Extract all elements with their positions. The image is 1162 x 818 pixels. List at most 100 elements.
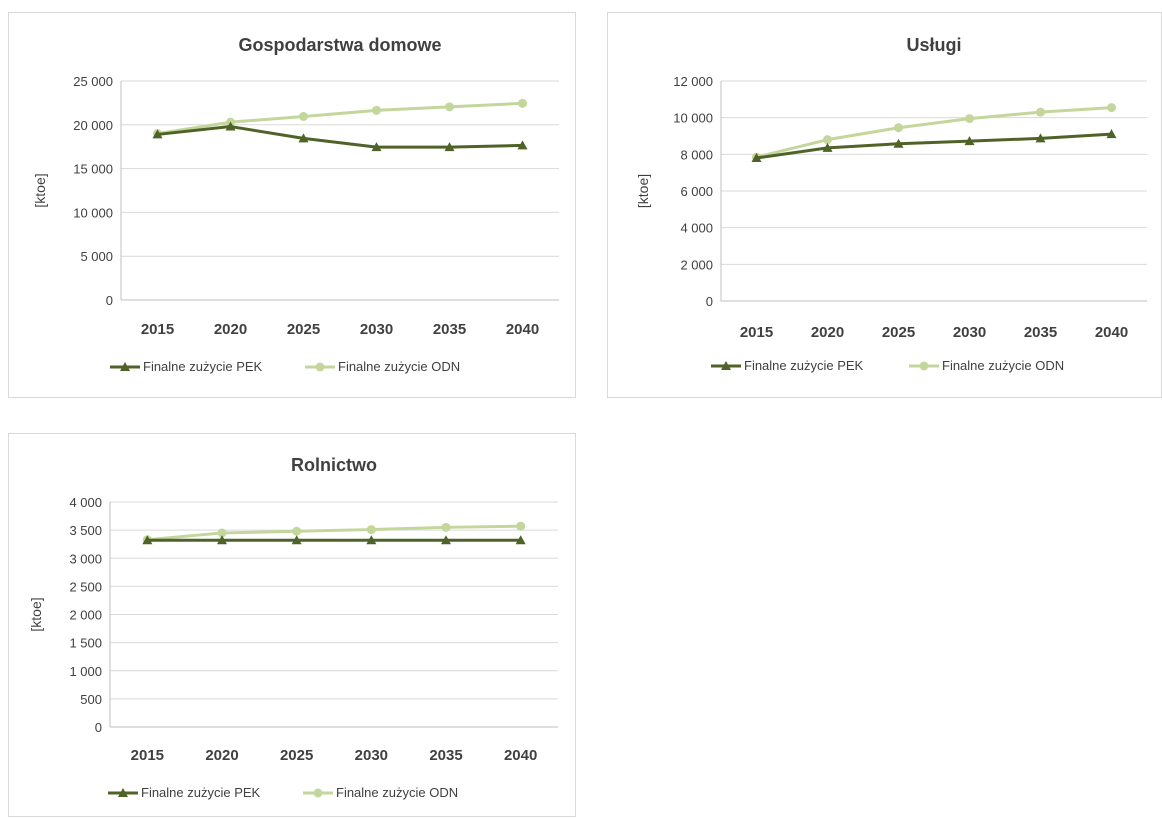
legend-item-finalne-zuzycie-odn: Finalne zużycie ODN bbox=[909, 358, 1064, 373]
y-tick-label: 500 bbox=[80, 692, 102, 707]
y-tick-label: 2 500 bbox=[69, 579, 102, 594]
x-tick-label: 2020 bbox=[811, 324, 844, 341]
data-point-marker bbox=[225, 121, 236, 131]
line-chart-gospodarstwa-domowe: Gospodarstwa domowe 0 5 000 10 000 15 000 20 … bbox=[32, 35, 559, 374]
line-chart-rolnictwo: Rolnictwo 0 500 1 000 1 500 2 000 2 500 3 000 3 … bbox=[28, 455, 558, 800]
data-point-marker bbox=[372, 105, 381, 115]
y-tick-label: 12 000 bbox=[673, 74, 713, 89]
series-line bbox=[157, 101, 523, 136]
data-point-marker bbox=[751, 153, 762, 162]
y-tick-label: 20 000 bbox=[73, 118, 113, 133]
chart-title: Rolnictwo bbox=[291, 455, 377, 475]
y-tick-label: 1 000 bbox=[69, 664, 102, 679]
data-point-marker bbox=[142, 535, 153, 545]
data-point-marker bbox=[292, 526, 302, 536]
line-chart-uslugi: Usługi 0 2 000 4 000 6 000 8 000 10 000 12 000 2… bbox=[635, 35, 1147, 373]
series-finalne-zuzycie-odn bbox=[142, 521, 526, 545]
legend-item-finalne-zuzycie-pek: Finalne zużycie PEK bbox=[711, 358, 864, 373]
legend-marker bbox=[118, 788, 128, 797]
y-tick-label: 5 000 bbox=[80, 249, 113, 264]
data-point-marker bbox=[1107, 103, 1116, 113]
series-line bbox=[157, 125, 523, 149]
legend-label: Finalne zużycie PEK bbox=[141, 785, 261, 800]
series-line bbox=[147, 524, 521, 542]
series-line bbox=[756, 106, 1112, 159]
legend-label: Finalne zużycie ODN bbox=[336, 785, 458, 800]
data-point-marker bbox=[1035, 133, 1046, 143]
data-point-marker bbox=[299, 111, 308, 121]
series-finalne-zuzycie-pek bbox=[142, 535, 526, 545]
series-finalne-zuzycie-odn bbox=[153, 98, 527, 139]
x-tick-label: 2020 bbox=[214, 321, 247, 338]
y-tick-label: 10 000 bbox=[73, 205, 113, 220]
data-point-marker bbox=[366, 535, 377, 545]
legend-item-finalne-zuzycie-odn: Finalne zużycie ODN bbox=[303, 785, 458, 800]
legend-label: Finalne zużycie PEK bbox=[143, 359, 263, 374]
data-point-marker bbox=[291, 535, 302, 545]
y-tick-label: 0 bbox=[706, 294, 713, 309]
chart-panel-uslugi: Usługi 0 2 000 4 000 6 000 8 000 10 000 12 000 2… bbox=[607, 12, 1162, 398]
data-point-marker bbox=[441, 522, 451, 532]
legend-item-finalne-zuzycie-pek: Finalne zużycie PEK bbox=[110, 359, 263, 374]
data-point-marker bbox=[1036, 107, 1045, 117]
data-point-marker bbox=[152, 129, 163, 139]
legend-marker bbox=[313, 788, 323, 798]
x-tick-label: 2015 bbox=[141, 321, 174, 338]
x-tick-label: 2030 bbox=[360, 321, 393, 338]
chart-title: Gospodarstwa domowe bbox=[238, 35, 441, 55]
legend-label: Finalne zużycie PEK bbox=[744, 358, 864, 373]
x-tick-label: 2025 bbox=[882, 324, 915, 341]
y-axis-label: [ktoe] bbox=[28, 597, 44, 631]
x-tick-label: 2035 bbox=[433, 321, 466, 338]
legend-marker bbox=[315, 362, 325, 372]
data-point-marker bbox=[894, 123, 903, 133]
data-point-marker bbox=[518, 98, 527, 108]
data-point-marker bbox=[298, 133, 309, 143]
data-point-marker bbox=[516, 521, 526, 531]
series-line bbox=[756, 132, 1112, 160]
legend-item-finalne-zuzycie-odn: Finalne zużycie ODN bbox=[305, 359, 460, 374]
y-tick-label: 0 bbox=[95, 720, 102, 735]
data-point-marker bbox=[445, 102, 454, 112]
y-axis-label: [ktoe] bbox=[32, 173, 48, 207]
y-tick-label: 4 000 bbox=[69, 495, 102, 510]
series-finalne-zuzycie-pek bbox=[751, 129, 1117, 162]
series-finalne-zuzycie-pek bbox=[152, 121, 528, 152]
chart-panel-rolnictwo: Rolnictwo 0 500 1 000 1 500 2 000 2 500 3 000 3 … bbox=[8, 433, 576, 817]
y-tick-label: 3 500 bbox=[69, 523, 102, 538]
legend-label: Finalne zużycie ODN bbox=[942, 358, 1064, 373]
data-point-marker bbox=[823, 135, 832, 145]
y-tick-label: 0 bbox=[106, 293, 113, 308]
x-tick-label: 2030 bbox=[355, 747, 388, 764]
data-point-marker bbox=[515, 535, 526, 545]
x-tick-label: 2015 bbox=[740, 324, 773, 341]
x-tick-label: 2025 bbox=[287, 321, 320, 338]
x-tick-label: 2035 bbox=[429, 747, 462, 764]
y-axis-label: [ktoe] bbox=[635, 174, 651, 208]
legend-item-finalne-zuzycie-pek: Finalne zużycie PEK bbox=[108, 785, 261, 800]
y-tick-label: 15 000 bbox=[73, 162, 113, 177]
x-tick-label: 2015 bbox=[131, 747, 164, 764]
y-tick-label: 6 000 bbox=[680, 184, 713, 199]
x-tick-label: 2040 bbox=[506, 321, 539, 338]
chart-title: Usługi bbox=[906, 35, 961, 55]
y-tick-label: 4 000 bbox=[680, 221, 713, 236]
x-tick-label: 2025 bbox=[280, 747, 313, 764]
data-point-marker bbox=[217, 528, 227, 538]
y-tick-label: 2 000 bbox=[69, 608, 102, 623]
data-point-marker bbox=[965, 114, 974, 124]
legend-marker bbox=[721, 361, 731, 370]
data-point-marker bbox=[1106, 129, 1117, 139]
y-tick-label: 10 000 bbox=[673, 111, 713, 126]
data-point-marker bbox=[964, 136, 975, 146]
y-tick-label: 2 000 bbox=[680, 257, 713, 272]
data-point-marker bbox=[441, 535, 451, 545]
x-tick-label: 2030 bbox=[953, 324, 986, 341]
x-tick-label: 2035 bbox=[1024, 324, 1057, 341]
legend-label: Finalne zużycie ODN bbox=[338, 359, 460, 374]
series-finalne-zuzycie-odn bbox=[752, 103, 1116, 162]
data-point-marker bbox=[366, 525, 376, 535]
x-tick-label: 2040 bbox=[1095, 324, 1128, 341]
legend-marker bbox=[120, 362, 130, 371]
data-point-marker bbox=[217, 535, 227, 545]
